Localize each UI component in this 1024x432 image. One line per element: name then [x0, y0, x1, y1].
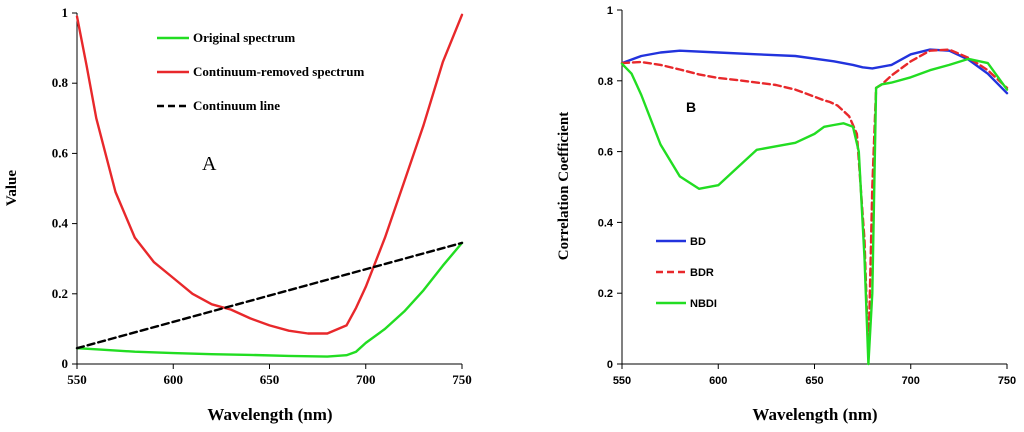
chart-b-series-bd [620, 48, 1009, 95]
chart-a-legend-label: Continuum-removed spectrum [193, 64, 364, 79]
chart-b-legend-label: BD [690, 236, 706, 248]
chart-a-legend: Original spectrum Continuum-removed spect… [157, 30, 364, 113]
chart-a-y-tick-label: 0.4 [52, 216, 69, 231]
chart-a-x-tick-label: 650 [260, 372, 280, 387]
chart-a-x-tick-label: 700 [356, 372, 376, 387]
chart-b-y-axis-label: Correlation Coefficient [556, 112, 572, 260]
chart-a-series-continuum-removed-spectrum [75, 13, 464, 335]
chart-b-x-tick-label: 550 [613, 375, 631, 387]
chart-b-y-tick-label: 0.4 [598, 217, 614, 229]
chart-a-series [75, 13, 464, 358]
chart-a-y-tick-label: 1 [62, 5, 69, 20]
chart-a-legend-label: Original spectrum [193, 30, 295, 45]
chart-b-x-tick-label: 600 [709, 375, 727, 387]
chart-b-y-tick-label: 1 [607, 5, 613, 17]
chart-a-x-tick-label: 550 [67, 372, 87, 387]
chart-b-x-tick-label: 700 [902, 375, 920, 387]
chart-b-y-tick-label: 0 [607, 359, 613, 371]
chart-b-panel-label: B [686, 99, 696, 115]
chart-b-x-tick-label: 750 [998, 375, 1016, 387]
chart-a-y-axis-label: Value [4, 170, 20, 206]
chart-b-x-tick-label: 650 [805, 375, 823, 387]
chart-b-y-tick-label: 0.8 [598, 76, 613, 88]
chart-b-series-nbdi [620, 57, 1009, 366]
chart-b-legend-label: NBDI [690, 298, 717, 310]
chart-b-ticks: 550 600 650 700 750 0 0.2 0.4 0.6 0.8 1 [598, 5, 1016, 387]
chart-b-legend: BD BDR NBDI [656, 236, 717, 310]
chart-a-legend-label: Continuum line [193, 98, 280, 113]
chart-a-series-continuum-line [75, 241, 464, 350]
chart-b-series [620, 48, 1009, 366]
chart-a-x-tick-label: 750 [452, 372, 472, 387]
chart-a-y-tick-label: 0 [62, 356, 69, 371]
chart-b-x-axis-label: Wavelength (nm) [752, 405, 877, 424]
chart-a-ticks: 550 600 650 700 750 0 0.2 0.4 0.6 0.8 1 [52, 5, 472, 387]
chart-b-series-bdr [620, 48, 1009, 359]
chart-b-y-tick-label: 0.6 [598, 147, 613, 159]
chart-a-x-axis-label: Wavelength (nm) [207, 405, 332, 424]
chart-a-x-tick-label: 600 [164, 372, 184, 387]
chart-b-y-tick-label: 0.2 [598, 288, 613, 300]
chart-a-y-tick-label: 0.8 [52, 75, 69, 90]
chart-a-y-tick-label: 0.2 [52, 286, 68, 301]
chart-a-y-tick-label: 0.6 [52, 145, 69, 160]
chart-a-series-original-spectrum [75, 241, 464, 358]
chart-b-legend-label: BDR [690, 267, 714, 279]
chart-a: 550 600 650 700 750 0 0.2 0.4 0.6 0.8 1 Original s… [4, 5, 472, 424]
chart-a-panel-label: A [202, 153, 217, 175]
